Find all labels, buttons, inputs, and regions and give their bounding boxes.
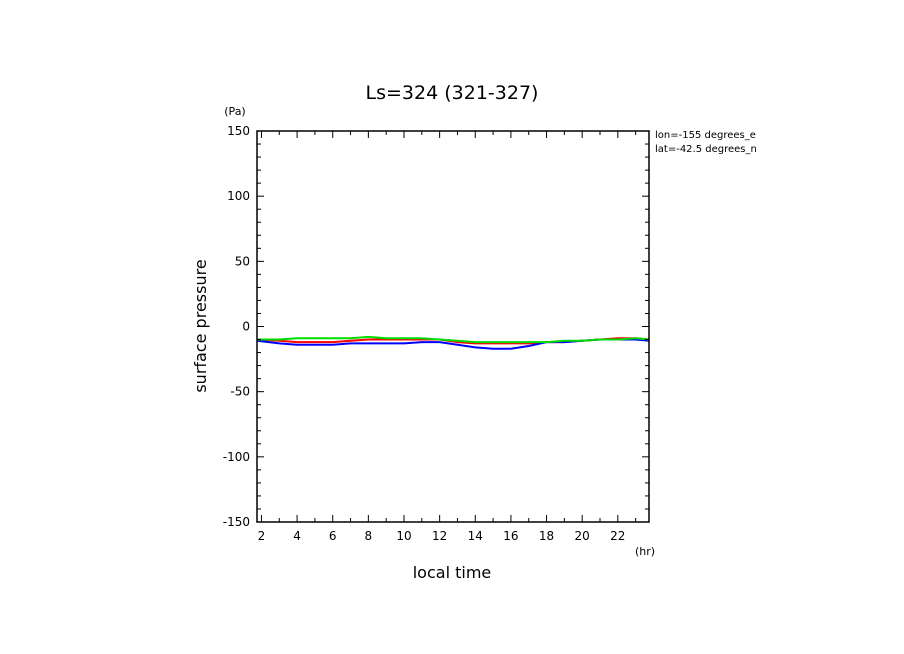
x-tick-label: 20 [575, 529, 590, 543]
y-axis-label: surface pressure [191, 259, 210, 392]
y-axis-unit: (Pa) [224, 105, 245, 118]
annotation-latitude: lat=-42.5 degrees_n [655, 144, 757, 155]
x-tick-label: 18 [539, 529, 554, 543]
x-tick-label: 8 [365, 529, 373, 543]
x-tick-label: 10 [396, 529, 411, 543]
y-tick-label: -100 [223, 450, 250, 464]
y-tick-label: -150 [223, 515, 250, 529]
x-tick-label: 4 [293, 529, 301, 543]
x-tick-label: 14 [468, 529, 483, 543]
x-axis-unit: (hr) [635, 545, 655, 558]
series-line-3 [257, 335, 649, 344]
x-tick-label: 6 [329, 529, 337, 543]
x-tick-label: 16 [503, 529, 518, 543]
x-axis-label: local time [413, 563, 492, 582]
x-tick-label: 12 [432, 529, 447, 543]
x-tick-label: 2 [258, 529, 266, 543]
x-tick-label: 22 [610, 529, 625, 543]
y-tick-label: -50 [230, 385, 250, 399]
y-tick-label: 150 [227, 124, 250, 138]
y-tick-label: 50 [235, 254, 250, 268]
plot-area: 150 100 50 0 -50 -100 -150 2 4 6 8 10 12 14 16 18 20 22 [223, 124, 650, 543]
y-tick-label: 0 [242, 320, 250, 334]
chart-title: Ls=324 (321-327) [366, 82, 539, 104]
plot-frame [256, 130, 650, 523]
y-tick-label: 100 [227, 189, 250, 203]
annotation-longitude: lon=-155 degrees_e [655, 130, 756, 141]
